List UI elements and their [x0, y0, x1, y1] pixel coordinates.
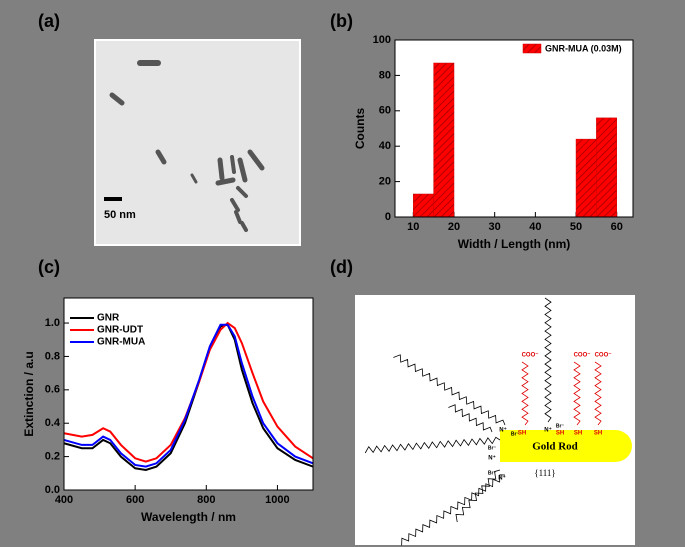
- legend-label: GNR-MUA: [97, 337, 145, 348]
- bromide-label: Br⁻: [488, 445, 497, 451]
- plot-frame: [394, 39, 634, 218]
- thiol-label: SH: [574, 431, 582, 437]
- chain: [544, 297, 552, 423]
- bar: [575, 138, 597, 218]
- x-tick-label: 20: [448, 221, 460, 233]
- series-line: [63, 323, 314, 468]
- y-tick-label: 100: [373, 34, 391, 46]
- y-tick-label: 0.2: [45, 451, 60, 463]
- legend-label: GNR: [97, 313, 120, 324]
- chain: [455, 469, 501, 523]
- y-tick-label: 0.0: [45, 484, 60, 496]
- y-tick-label: 1.0: [45, 317, 60, 329]
- chain: [594, 361, 602, 426]
- y-tick-label: 0.8: [45, 350, 60, 362]
- plot-area: [64, 298, 313, 490]
- carboxylate-label: COO⁻: [595, 353, 612, 359]
- x-tick-label: 800: [197, 494, 215, 506]
- x-axis-label: Width / Length (nm): [458, 237, 571, 251]
- y-axis-label: Extinction / a.u: [22, 351, 36, 436]
- x-tick-label: 600: [126, 494, 144, 506]
- carboxylate-label: COO⁻: [522, 353, 539, 359]
- panel-label: (b): [330, 11, 353, 31]
- carboxylate-label: COO⁻: [574, 353, 591, 359]
- bar: [596, 117, 617, 218]
- plot-frame: [63, 297, 314, 491]
- x-tick-label: 30: [489, 221, 501, 233]
- thiol-label: SH: [556, 431, 564, 437]
- x-tick-label: 10: [407, 221, 419, 233]
- chain: [401, 474, 506, 546]
- y-tick-label: 20: [379, 176, 391, 188]
- tem-image: [94, 39, 301, 246]
- panel-label: (c): [38, 257, 60, 277]
- y-tick-label: 60: [379, 105, 391, 117]
- y-tick-label: 40: [379, 140, 391, 152]
- bar: [413, 193, 434, 218]
- legend-swatch: [522, 43, 542, 54]
- x-axis-label: Wavelength / nm: [141, 510, 236, 524]
- chain: [573, 361, 581, 426]
- diagram-box: [355, 295, 635, 545]
- legend-label: GNR-MUA (0.03M): [545, 43, 622, 53]
- scale-bar-label: 50 nm: [104, 209, 136, 221]
- y-tick-label: 0.4: [45, 417, 61, 429]
- legend-label: GNR-UDT: [97, 325, 143, 336]
- ammonium-label: N⁺: [499, 427, 507, 434]
- panel-label: (a): [38, 11, 60, 31]
- x-tick-label: 50: [570, 221, 582, 233]
- chain: [521, 361, 529, 426]
- gold-rod: [500, 430, 632, 462]
- panel-label: (d): [330, 257, 353, 277]
- x-tick-label: 60: [611, 221, 623, 233]
- y-axis-label: Counts: [353, 108, 367, 150]
- ammonium-label: N⁺: [544, 427, 552, 434]
- x-tick-label: 1000: [265, 494, 289, 506]
- bromide-label: Br⁻: [556, 423, 565, 429]
- chain: [393, 354, 506, 426]
- y-tick-label: 0.6: [45, 384, 60, 396]
- bromide-label: Br⁻: [511, 431, 520, 437]
- thiol-label: SH: [518, 431, 526, 437]
- chain: [448, 404, 493, 433]
- ammonium-label: N⁺: [488, 455, 496, 462]
- facet-label: {111}: [534, 468, 555, 478]
- rod-label: Gold Rod: [532, 441, 578, 453]
- bromide-label: Br⁻: [488, 470, 497, 476]
- ammonium-label: N⁺: [498, 475, 506, 482]
- chain: [364, 436, 501, 454]
- y-tick-label: 80: [379, 69, 391, 81]
- x-tick-label: 400: [55, 494, 73, 506]
- bar: [433, 62, 455, 218]
- y-tick-label: 0: [385, 211, 391, 223]
- x-tick-label: 40: [529, 221, 541, 233]
- thiol-label: SH: [594, 431, 602, 437]
